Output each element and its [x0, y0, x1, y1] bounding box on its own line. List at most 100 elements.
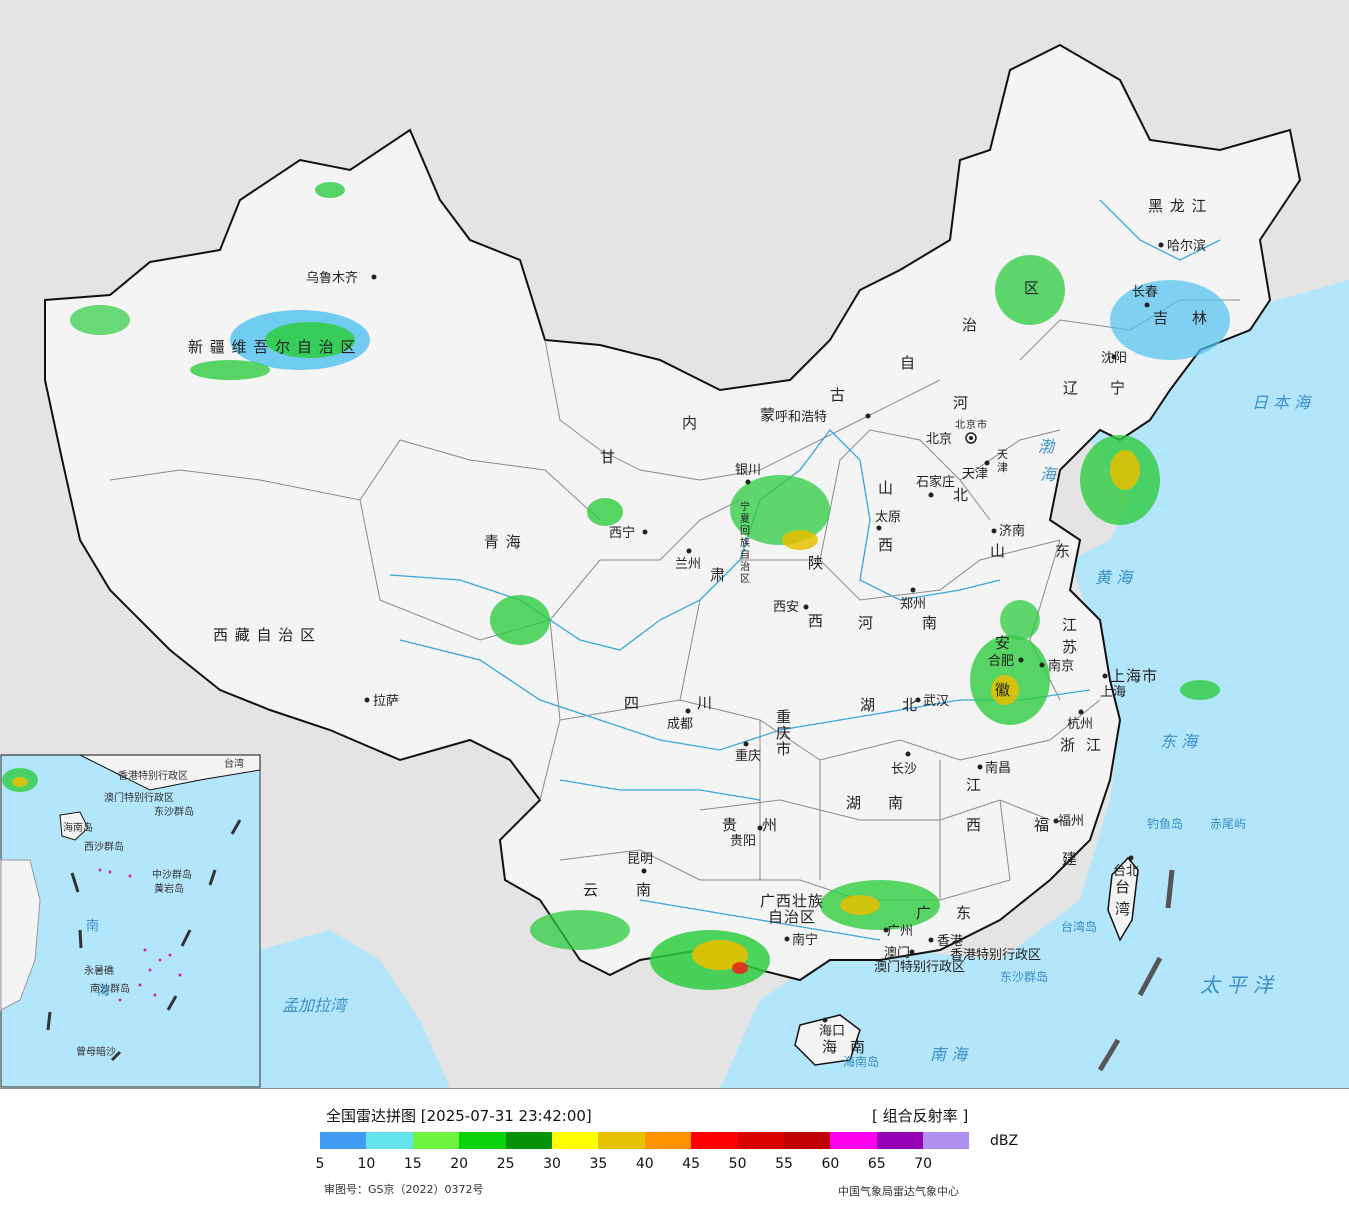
- label-nm-zhi: 治: [962, 316, 978, 334]
- sea-bengal: 孟加拉湾: [282, 996, 349, 1015]
- city-changsha: 长沙: [891, 762, 917, 777]
- city-wuhan: 武汉: [923, 694, 949, 709]
- label-tianjin-tian: 天: [997, 448, 1009, 461]
- label-guangxi-1: 广西壮族: [760, 892, 824, 910]
- island-10: [153, 993, 157, 997]
- label-meng: 蒙: [760, 406, 776, 424]
- label-henan-he: 河: [858, 614, 874, 632]
- label-shandong-dong: 东: [1055, 542, 1071, 560]
- legend-tick-13: 70: [914, 1156, 933, 1172]
- label-nm-zi: 自: [900, 354, 916, 372]
- echo-xining: [587, 498, 623, 526]
- city-guiyang: 贵阳: [730, 834, 756, 849]
- city-labels: 乌鲁木齐 拉萨 西宁 兰州 银川 呼和浩特 北京 天津 石家庄 太原 济南 郑州…: [306, 238, 1206, 1039]
- label-guangxi-2: 自治区: [768, 908, 816, 926]
- echo-shaanxi: [730, 475, 830, 545]
- city-shijiazhuang: 石家庄: [916, 474, 955, 490]
- label-hainan-hai: 海: [822, 1038, 838, 1056]
- legend-tick-6: 35: [589, 1156, 608, 1172]
- inset-dash-7: [166, 995, 178, 1011]
- label-lin: 林: [1192, 309, 1208, 327]
- label-su: 肃: [710, 566, 726, 584]
- label-ji: 吉: [1153, 309, 1169, 327]
- echo-guangxi-max: [732, 962, 748, 974]
- city-hohhot: 呼和浩特: [775, 410, 827, 425]
- label-ningxia-zi: 自: [740, 548, 751, 561]
- sea-bohai-1: 渤: [1038, 437, 1056, 456]
- legend-swatch-3: [459, 1132, 506, 1149]
- city-dot-wuhan: [915, 697, 921, 703]
- province-borders: [109, 299, 1240, 901]
- label-xinjiang: 新 疆 维 吾 尔 自 治 区: [188, 338, 356, 356]
- inset-dashes: [46, 819, 242, 1062]
- city-shanghai: 上海: [1100, 685, 1126, 700]
- sea-japan: 日 本 海: [1252, 393, 1312, 412]
- inset-label-nan: 南: [86, 918, 99, 934]
- city-dot-kunming: [641, 868, 647, 874]
- legend-swatch-8: [691, 1132, 738, 1149]
- island-12: [158, 888, 162, 892]
- label-jiangsu-su: 苏: [1062, 638, 1078, 656]
- inset-label-zhongsha: 中沙群岛: [152, 868, 192, 881]
- label-guangdong-dong: 东: [956, 904, 972, 922]
- city-guangzhou: 广州: [887, 924, 913, 939]
- label-anhui-an: 安: [995, 634, 1011, 652]
- city-dot-xining: [642, 529, 648, 535]
- city-dot-macau: [909, 949, 915, 955]
- echo-jiangsu: [1000, 600, 1040, 640]
- label-zhejiang-zhe: 浙: [1060, 736, 1076, 754]
- inset-islands: [98, 868, 182, 1002]
- city-zhengzhou: 郑州: [900, 597, 926, 612]
- legend-swatch-7: [644, 1132, 692, 1149]
- east-ocean: [720, 330, 1349, 1088]
- city-xining: 西宁: [609, 525, 635, 541]
- city-shenyang: 沈阳: [1101, 351, 1127, 366]
- label-shanxi-xi: 西: [878, 536, 894, 554]
- inset-dash-1: [70, 872, 80, 893]
- city-harbin: 哈尔滨: [1167, 238, 1206, 254]
- city-nanchang: 南昌: [985, 760, 1011, 776]
- label-si: 四: [624, 694, 640, 712]
- label-jiangsu-jiang: 江: [1062, 616, 1078, 634]
- city-urumqi: 乌鲁木齐: [306, 270, 358, 286]
- label-nei: 内: [682, 414, 698, 432]
- island-5: [158, 958, 162, 962]
- label-taiwan-wan: 湾: [1115, 900, 1131, 918]
- city-dot-urumqi: [371, 274, 377, 280]
- city-dot-haikou: [822, 1017, 828, 1023]
- label-hunan-nan: 南: [888, 794, 904, 812]
- echo-yunnan: [530, 910, 630, 950]
- label-diaoyu: 钓鱼岛: [1147, 816, 1183, 831]
- inset-vietnam: [0, 859, 41, 1011]
- city-dot-shanghai: [1102, 673, 1108, 679]
- city-dot-guangzhou: [883, 927, 889, 933]
- province-labels: 新 疆 维 吾 尔 自 治 区 西 藏 自 治 区 青 海 甘 肃 内 蒙 古 …: [188, 197, 1208, 1056]
- label-shanghai: 上海市: [1110, 667, 1158, 685]
- city-dot-fuzhou: [1053, 818, 1059, 824]
- legend-swatch-13: [923, 1132, 970, 1149]
- sea-bohai-2: 海: [1040, 465, 1058, 484]
- label-anhui-hui: 徽: [995, 681, 1011, 699]
- inset-hainan: [59, 811, 89, 841]
- label-yunnan-yun: 云: [583, 881, 599, 899]
- label-bei: 北: [953, 486, 969, 504]
- inset-dash-8: [110, 1050, 122, 1062]
- label-henan-nan: 南: [922, 614, 938, 632]
- inset-label-macau: 澳门特别行政区: [104, 791, 174, 804]
- city-dot-chengdu: [685, 708, 691, 714]
- dash-2: [1137, 956, 1163, 997]
- echo-jilin: [1110, 280, 1230, 360]
- legend-tick-8: 45: [682, 1156, 701, 1172]
- other-labels: 香港特别行政区 澳门特别行政区 东沙群岛 钓鱼岛 赤尾屿 台湾岛 海南岛: [843, 816, 1246, 1069]
- inset-label-hainan: 海南岛: [63, 821, 93, 834]
- label-jiangxi-jiang: 江: [966, 776, 982, 794]
- legend-swatch-10: [783, 1132, 831, 1149]
- south-sea-inset: 南 海 中沙群岛 西沙群岛 南沙群岛 曾母暗沙 永暑礁 黄岩岛 海南岛 香港特别…: [0, 754, 261, 1088]
- city-dot-changchun: [1144, 302, 1150, 308]
- label-heilongjiang: 黑 龙 江: [1148, 197, 1208, 215]
- legend-swatch-12: [876, 1132, 924, 1149]
- label-shi: 市: [776, 740, 792, 758]
- label-zhejiang-jiang: 江: [1086, 736, 1102, 754]
- label-chuan: 川: [697, 694, 713, 712]
- label-ningxia-xia: 夏: [740, 513, 751, 525]
